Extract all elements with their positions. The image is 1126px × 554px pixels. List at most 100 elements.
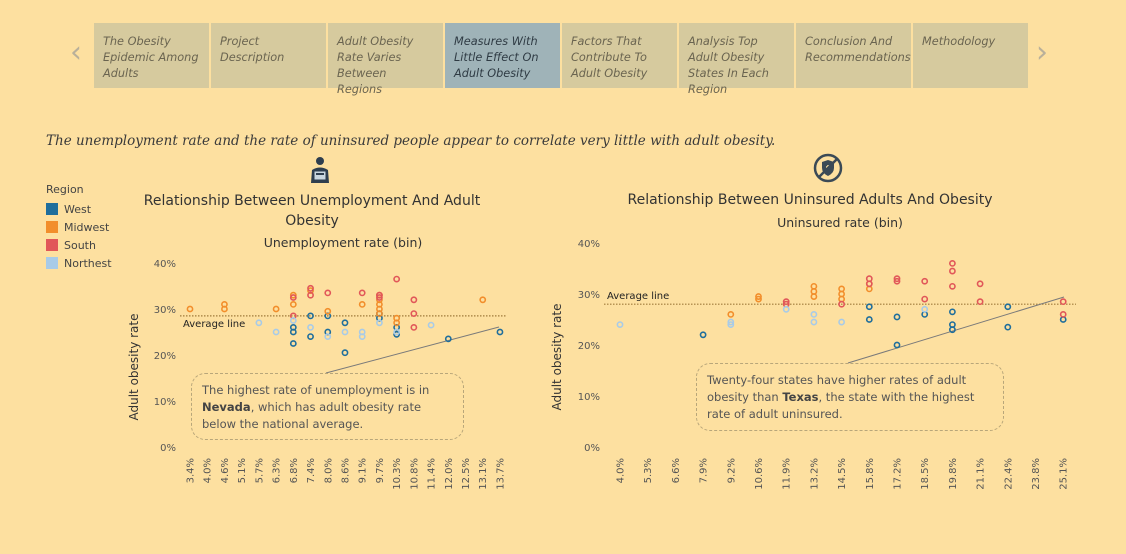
chart1-point-south <box>393 275 401 283</box>
chart2-x-tick-label: 5.3% <box>643 458 654 483</box>
chart2-point-midwest <box>755 293 762 300</box>
legend-item-northest[interactable]: Northest <box>46 254 112 272</box>
chart2-x-tick-label: 13.2% <box>809 458 820 490</box>
tab-obesity-epidemic[interactable]: The Obesity Epidemic Among Adults <box>94 23 209 88</box>
chart1-point-midwest <box>393 319 401 327</box>
chart2-point-south <box>976 280 984 288</box>
chart2-point-south <box>921 295 929 303</box>
tab-factors-contribute[interactable]: Factors That Contribute To Adult Obesity <box>562 23 677 88</box>
chart2-x-tick-label: 11.9% <box>782 458 793 490</box>
chart1-y-axis-title: Adult obesity rate <box>127 314 141 421</box>
chart1-average-label: Average line <box>183 319 245 330</box>
chart2-point-west <box>893 341 901 349</box>
chart2-point-northest <box>838 318 845 326</box>
chart1-x-tick-label: 4.0% <box>203 458 214 483</box>
chart1-point-south <box>410 296 418 304</box>
chart2-x-tick-label: 10.6% <box>754 458 765 490</box>
chart1-point-northest <box>272 328 280 336</box>
chart1-x-tick-label: 5.7% <box>254 458 265 483</box>
chart1-point-midwest <box>289 291 297 299</box>
chart1-point-northest <box>393 328 401 336</box>
chart2-x-tick-label: 9.2% <box>726 458 737 483</box>
chart2-point-west <box>865 316 873 323</box>
chevron-left-icon[interactable]: ‹ <box>70 35 82 70</box>
chart2-x-tick-label: 4.0% <box>616 458 627 483</box>
chart2-point-south <box>1059 298 1067 306</box>
chart1-x-tick-label: 13.1% <box>478 458 489 490</box>
chart2-x-tick-label: 22.4% <box>1003 458 1014 490</box>
chart1-point-south <box>289 294 297 301</box>
chart1-x-tick-label: 8.0% <box>323 458 334 483</box>
chart1-x-tick-label: 9.7% <box>375 458 386 483</box>
chart2-point-south <box>949 259 956 267</box>
chart1-x-tick-label: 12.0% <box>444 458 455 490</box>
tab-conclusion[interactable]: Conclusion And Recommendations <box>796 23 911 88</box>
chart1-x-tick-label: 6.8% <box>289 458 300 483</box>
chart2-x-tick-label: 14.5% <box>837 458 848 490</box>
chart2-point-south <box>893 277 901 285</box>
chart1-point-south <box>324 289 332 297</box>
chart1-point-midwest <box>289 300 297 308</box>
chart1-y-tick-label: 0% <box>160 443 176 454</box>
chart1-x-tick-label: 11.4% <box>427 458 438 490</box>
chart1-point-south <box>376 291 383 299</box>
chart2-point-west <box>893 313 901 321</box>
legend-item-west[interactable]: West <box>46 200 112 218</box>
chart1-x-tick-label: 6.3% <box>272 458 283 483</box>
chart1-point-west <box>341 349 349 357</box>
chart2-point-northest <box>727 321 735 328</box>
chart2-x-tick-label: 19.8% <box>948 458 959 490</box>
chart2-point-west <box>949 321 956 328</box>
chart1-point-west <box>444 335 452 343</box>
chart2-point-midwest <box>727 310 735 318</box>
legend-item-midwest[interactable]: Midwest <box>46 218 112 236</box>
chart2-point-south <box>949 282 956 290</box>
chart1-point-south <box>307 284 314 292</box>
chart2-point-south <box>838 300 845 308</box>
chart2-title: Relationship Between Uninsured Adults An… <box>627 192 993 208</box>
chart2-point-northest <box>727 318 735 326</box>
chart1-point-west <box>393 330 401 338</box>
chart2-x-tick-label: 21.1% <box>976 458 987 490</box>
chart1-y-tick-label: 20% <box>154 351 176 362</box>
chart2-point-midwest <box>755 295 762 303</box>
tab-measures-little-effect[interactable]: Measures With Little Effect On Adult Obe… <box>445 23 560 88</box>
legend-label: West <box>64 202 92 216</box>
chart2-y-tick-label: 30% <box>578 290 600 301</box>
chart2-point-west <box>699 331 707 339</box>
chart2-point-south <box>949 267 956 275</box>
tab-methodology[interactable]: Methodology <box>913 23 1028 88</box>
chart1-point-midwest <box>324 307 332 315</box>
chart1-point-northest <box>341 328 349 336</box>
chart1-annotation-leader <box>325 326 500 374</box>
annotation2-post: , the state with the highest rate of adu… <box>707 390 975 421</box>
chart2-point-south <box>893 275 901 283</box>
tab-obesity-varies-regions[interactable]: Adult Obesity Rate Varies Between Region… <box>328 23 443 96</box>
chevron-right-icon[interactable]: › <box>1036 35 1048 70</box>
chart1-x-tick-label: 8.6% <box>340 458 351 483</box>
chart1-x-tick-label: 13.7% <box>495 458 506 490</box>
chart2-y-tick-label: 20% <box>578 341 600 352</box>
annotation1-post: , which has adult obesity rate below the… <box>202 400 422 431</box>
chart1-point-west <box>307 333 314 340</box>
tab-project-description[interactable]: Project Description <box>211 23 326 88</box>
chart1-point-west <box>341 319 349 327</box>
chart1-point-northest <box>307 323 314 331</box>
chart1-point-northest <box>255 319 263 327</box>
chart2-point-midwest <box>838 285 845 293</box>
chart2-point-northest <box>921 305 929 313</box>
annotation2-pre: Twenty-four states have higher rates of … <box>707 373 967 404</box>
tab-analysis-top-states[interactable]: Analysis Top Adult Obesity States In Eac… <box>679 23 794 96</box>
legend-item-south[interactable]: South <box>46 236 112 254</box>
chart1-x-tick-label: 9.1% <box>358 458 369 483</box>
region-legend: Region West Midwest South Northest <box>46 183 112 272</box>
chart2-point-northest <box>782 305 790 313</box>
chart2-y-tick-label: 40% <box>578 239 600 250</box>
chart1-point-northest <box>427 321 435 329</box>
chart2-x-tick-label: 23.8% <box>1031 458 1042 490</box>
chart2-point-west <box>865 303 873 311</box>
chart2-point-south <box>921 277 929 285</box>
chart2-x-tick-label: 6.6% <box>671 458 682 483</box>
chart2-point-west <box>949 308 956 316</box>
